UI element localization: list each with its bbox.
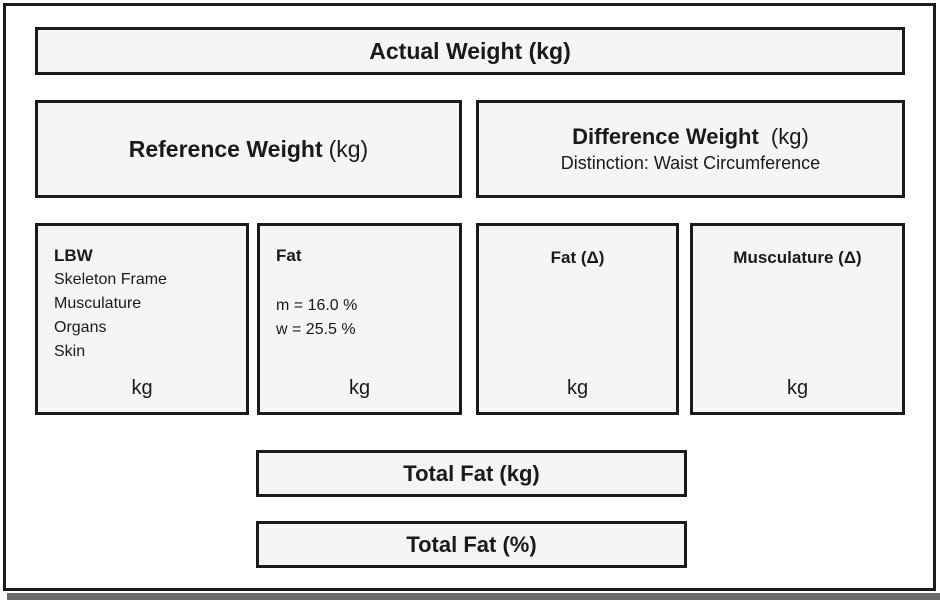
musculature-delta-title: Musculature (Δ) [733,248,862,267]
fat-delta-box: Fat (Δ) kg [476,223,679,415]
reference-weight-box: Reference Weight (kg) [35,100,462,198]
difference-weight-label: Difference Weight [572,124,759,149]
lbw-unit-label: kg [131,377,153,399]
fat-title: Fat [276,246,302,265]
lbw-item-skeleton-frame: Skeleton Frame [54,271,167,288]
fat-values: m = 16.0 % w = 25.5 % [276,294,443,342]
difference-weight-box: Difference Weight (kg) Distinction: Wais… [476,100,905,198]
musculature-delta-unit-label: kg [786,377,809,399]
total-fat-kg-label: Total Fat (kg) [403,460,540,486]
difference-weight-subtitle: Distinction: Waist Circumference [560,153,821,173]
actual-weight-label: Actual Weight (kg) [369,37,571,64]
lbw-title: LBW [54,246,93,265]
total-fat-pct-box: Total Fat (%) [256,521,687,568]
fat-delta-title: Fat (Δ) [550,248,605,267]
fat-box: Fat m = 16.0 % w = 25.5 % kg [257,223,462,415]
frame-bottom-shadow [7,593,940,600]
total-fat-pct-label: Total Fat (%) [406,531,537,557]
musculature-delta-box: Musculature (Δ) kg [690,223,905,415]
lbw-item-musculature: Musculature [54,295,142,312]
actual-weight-box: Actual Weight (kg) [35,27,905,75]
lbw-box: LBW Skeleton Frame Musculature Organs Sk… [35,223,249,415]
reference-weight-unit: (kg) [328,135,369,162]
fat-unit-label: kg [348,377,371,399]
fat-female-value: w = 25.5 % [276,321,356,338]
fat-delta-unit-label: kg [566,377,589,399]
lbw-item-organs: Organs [54,319,107,336]
difference-weight-title: Difference Weight (kg) [572,123,809,151]
fat-male-value: m = 16.0 % [276,297,358,314]
total-fat-kg-box: Total Fat (kg) [256,450,687,497]
difference-weight-unit: (kg) [770,124,809,149]
reference-weight-label: Reference Weight [128,135,323,162]
lbw-item-skin: Skin [54,343,86,360]
